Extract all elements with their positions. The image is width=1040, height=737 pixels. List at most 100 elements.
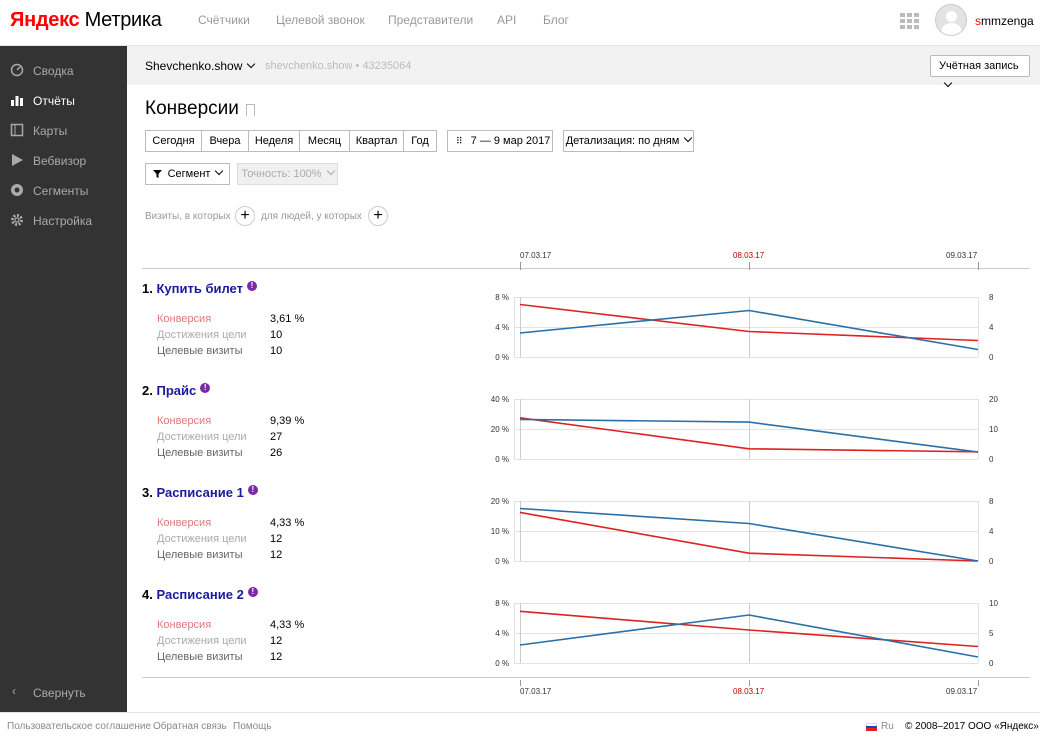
reaches-value: 27 [270, 431, 283, 443]
sidebar-item-settings[interactable]: Настройка [0, 205, 127, 235]
left-axis-tick: 0 % [495, 353, 509, 362]
site-host-text: shevchenko.show [265, 60, 353, 72]
date-range-label: 7 — 9 мар 2017 [470, 135, 551, 147]
conversion-label: Конверсия [157, 517, 212, 529]
goal-number: 3. [142, 485, 153, 500]
counter-id: 43235064 [362, 60, 412, 72]
period-today[interactable]: Сегодня [145, 130, 202, 152]
date-range-button[interactable]: ⠿ 7 — 9 мар 2017 [447, 130, 553, 152]
nav-representatives[interactable]: Представители [388, 13, 474, 27]
language-switch[interactable]: Ru [881, 721, 894, 732]
footer: Пользовательское соглашение Обратная свя… [0, 712, 1040, 737]
period-yesterday[interactable]: Вчера [201, 130, 249, 152]
segment-label: Сегмент [167, 168, 211, 180]
accuracy-select[interactable]: Точность: 100% [237, 163, 338, 185]
pie-icon [11, 184, 23, 196]
footer-link-feedback[interactable]: Обратная связь [153, 721, 227, 732]
goal-title[interactable]: 3. Расписание 1 [142, 485, 244, 500]
series-line-visits [519, 507, 979, 562]
right-axis-tick: 4 [989, 527, 994, 536]
right-axis-tick: 8 [989, 497, 994, 506]
bar-chart-icon [11, 96, 23, 106]
goal-name: Купить билет [156, 281, 243, 296]
footer-link-help[interactable]: Помощь [233, 721, 272, 732]
username[interactable]: smmzenga [975, 14, 1034, 28]
segment-button[interactable]: Сегмент [145, 163, 230, 185]
series-line-conversion [519, 417, 979, 453]
left-axis-tick: 0 % [495, 557, 509, 566]
nav-api[interactable]: API [497, 13, 517, 27]
accuracy-label: Точность: 100% [241, 168, 322, 180]
detail-label: Детализация: по дням [565, 135, 680, 147]
conversion-value: 3,61 % [270, 313, 305, 325]
left-axis-tick: 4 % [495, 323, 509, 332]
left-axis-tick: 8 % [495, 293, 509, 302]
period-month[interactable]: Месяц [299, 130, 350, 152]
username-first-letter: s [975, 14, 981, 28]
visits-value: 10 [270, 345, 283, 357]
nav-target-call[interactable]: Целевой звонок [276, 13, 365, 27]
goal-title[interactable]: 2. Прайс [142, 383, 196, 398]
sidebar-item-maps[interactable]: Карты [0, 115, 127, 145]
conversion-label: Конверсия [157, 619, 212, 631]
counter-select[interactable]: Shevchenko.show [145, 59, 256, 73]
period-year[interactable]: Год [403, 130, 437, 152]
visits-label: Целевые визиты [157, 549, 243, 561]
add-people-filter-button[interactable]: + [368, 206, 388, 226]
counter-bar: Shevchenko.show shevchenko.show • 432350… [127, 46, 1040, 88]
nav-counters[interactable]: Счётчики [198, 13, 250, 27]
left-axis-tick: 20 % [491, 497, 509, 506]
sidebar-collapse[interactable]: ‹ Свернуть [0, 677, 127, 707]
filter-people-label: для людей, у которых [261, 211, 362, 222]
left-axis-tick: 20 % [491, 425, 509, 434]
right-axis-tick: 8 [989, 293, 994, 302]
period-quarter[interactable]: Квартал [349, 130, 404, 152]
sidebar-item-label: Настройка [33, 214, 93, 228]
play-icon [12, 154, 23, 166]
conversion-value: 4,33 % [270, 619, 305, 631]
account-button[interactable]: Учётная запись [930, 55, 1030, 88]
goal-number: 4. [142, 587, 153, 602]
chevron-left-icon: ‹ [12, 684, 16, 698]
nav-blog[interactable]: Блог [543, 13, 569, 27]
chevron-down-icon [247, 59, 256, 69]
reaches-label: Достижения цели [157, 431, 247, 443]
sidebar-item-webvisor[interactable]: Вебвизор [0, 145, 127, 175]
left-axis-tick: 4 % [495, 629, 509, 638]
goal-info-icon[interactable]: ! [247, 587, 258, 597]
goal-number: 2. [142, 383, 153, 398]
goal-title[interactable]: 4. Расписание 2 [142, 587, 244, 602]
sidebar-item-label: Вебвизор [33, 154, 87, 168]
goal-info-icon[interactable]: ! [247, 485, 258, 495]
add-visit-filter-button[interactable]: + [235, 206, 255, 226]
sidebar-item-reports[interactable]: Отчёты [0, 85, 127, 115]
footer-link-agreement[interactable]: Пользовательское соглашение [7, 721, 152, 732]
apps-grid-icon[interactable] [900, 13, 920, 30]
goal-info-icon[interactable]: ! [200, 383, 211, 393]
conversion-label: Конверсия [157, 313, 212, 325]
period-week[interactable]: Неделя [248, 130, 300, 152]
sidebar-item-summary[interactable]: Сводка [0, 55, 127, 85]
goal-title[interactable]: 1. Купить билет [142, 281, 243, 296]
date-label-bottom: 09.03.17 [946, 687, 978, 696]
sidebar: Сводка Отчёты Карты Вебвизор Сегменты На… [0, 46, 127, 712]
detail-select[interactable]: Детализация: по дням [563, 130, 694, 152]
chevron-down-icon [215, 166, 224, 176]
visits-value: 12 [270, 651, 283, 663]
goal-name: Прайс [156, 383, 197, 398]
site-name: Shevchenko.show [145, 59, 243, 73]
right-axis-tick: 0 [989, 659, 994, 668]
filter-visits-label: Визиты, в которых [145, 211, 231, 222]
goal-info-icon[interactable]: ! [246, 281, 257, 291]
left-axis-tick: 8 % [495, 599, 509, 608]
yandex-metrica-logo[interactable]: Яндекс Метрика [10, 9, 162, 32]
avatar[interactable] [935, 4, 967, 36]
sidebar-item-label: Сегменты [33, 184, 89, 198]
bookmark-icon[interactable] [246, 104, 255, 116]
visits-label: Целевые визиты [157, 651, 243, 663]
reaches-value: 10 [270, 329, 283, 341]
reaches-label: Достижения цели [157, 329, 247, 341]
account-label: Учётная запись [939, 60, 1019, 72]
sidebar-item-segments[interactable]: Сегменты [0, 175, 127, 205]
date-label-bottom: 08.03.17 [733, 687, 765, 696]
